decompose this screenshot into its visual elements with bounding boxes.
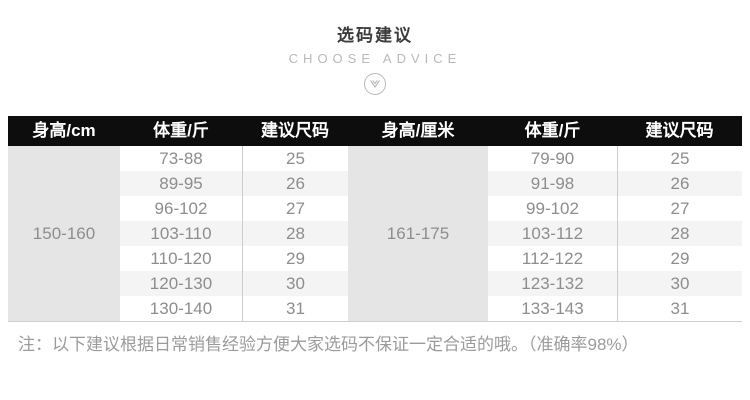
weight-cell: 73-88 [159,149,203,168]
weight-cell: 120-130 [120,271,242,296]
weight-cell: 103-110 [120,221,242,246]
weight-cell: 96-102 [154,199,208,218]
size-cell: 26 [617,171,742,196]
size-cell: 31 [617,296,742,321]
size-cell: 26 [242,171,348,196]
weight-cell: 112-122 [521,249,584,268]
size-cell: 25 [617,146,742,171]
size-cell: 28 [617,221,742,246]
size-cell: 29 [617,246,742,271]
size-table-header: 身高/cm 体重/斤 建议尺码 身高/厘米 体重/斤 建议尺码 [8,116,742,146]
size-cell: 25 [242,146,348,171]
weight-cell: 123-132 [488,271,617,296]
weight-cell: 91-98 [488,171,617,196]
column-header-weight-jin: 体重/斤 [153,121,209,140]
column-header-height-limi: 身高/厘米 [381,121,455,140]
weight-cell: 103-112 [488,221,617,246]
size-cell: 28 [242,221,348,246]
disclaimer-note: 注：以下建议根据日常销售经验方便大家选码不保证一定合适的哦。（准确率98%） [18,335,639,354]
size-cell: 29 [242,246,348,271]
size-cell: 31 [242,296,348,321]
column-header-size: 建议尺码 [261,121,329,140]
size-table-body: 150-160 161-175 73-88 25 79-90 25 89-95 … [8,146,742,322]
height-range-cell-left: 150-160 [8,146,120,321]
weight-cell: 130-140 [149,299,213,318]
page-subtitle: CHOOSE ADVICE [288,51,462,66]
size-table: 身高/cm 体重/斤 建议尺码 身高/厘米 体重/斤 建议尺码 150-160 … [8,116,742,322]
size-cell: 30 [617,271,742,296]
weight-cell: 89-95 [120,171,242,196]
weight-cell: 99-102 [526,199,579,218]
size-cell: 27 [242,196,348,221]
column-header-height-cm: 身高/cm [32,121,96,140]
size-cell: 30 [242,271,348,296]
section-heading: 选码建议 CHOOSE ADVICE [0,26,750,96]
weight-cell: 79-90 [530,149,575,168]
page-title: 选码建议 [337,26,413,45]
weight-cell: 110-120 [150,249,212,268]
column-header-size-2: 建议尺码 [645,121,714,140]
weight-cell: 133-143 [521,299,584,318]
chevron-down-circle-icon [0,72,750,96]
size-cell: 27 [617,196,742,221]
column-header-weight-jin-2: 体重/斤 [524,121,581,140]
height-range-cell-right: 161-175 [348,146,488,321]
